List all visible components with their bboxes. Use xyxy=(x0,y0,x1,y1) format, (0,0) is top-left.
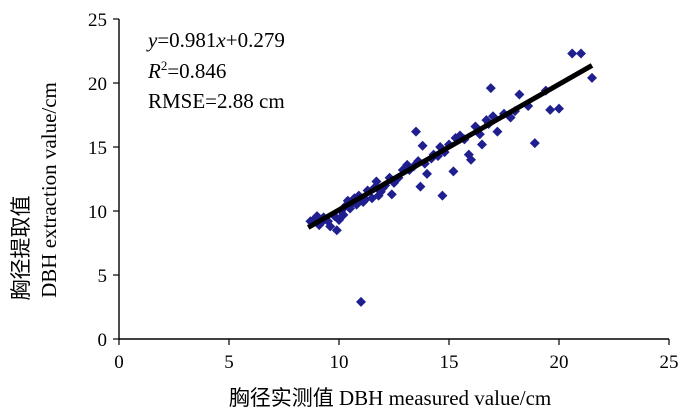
x-tick-label: 15 xyxy=(440,352,459,373)
data-point xyxy=(485,83,496,94)
data-point xyxy=(325,221,336,232)
x-tick-label: 25 xyxy=(660,352,679,373)
x-tick-label: 5 xyxy=(224,352,234,373)
data-point xyxy=(411,126,421,137)
data-point xyxy=(356,296,366,307)
data-point xyxy=(470,121,481,132)
fit-line xyxy=(306,63,594,230)
data-point xyxy=(331,225,342,236)
x-tick-label: 0 xyxy=(114,352,124,373)
data-point xyxy=(477,139,487,150)
data-point xyxy=(545,104,556,115)
y-tick-label: 5 xyxy=(98,266,108,287)
y-tick-label: 20 xyxy=(88,74,107,95)
rmse-annotation: RMSE=2.88 cm xyxy=(148,89,285,113)
equation-annotation: y=0.981x+0.279 xyxy=(146,28,285,52)
data-point xyxy=(554,103,564,114)
y-ticks: 0 5 10 15 20 25 xyxy=(88,10,119,351)
x-tick-label: 10 xyxy=(330,352,349,373)
axes: 0 5 10 15 20 25 0 5 10 15 20 25 xyxy=(88,10,679,373)
data-point xyxy=(417,140,428,151)
data-point xyxy=(587,72,597,83)
data-point xyxy=(422,168,432,179)
data-point xyxy=(514,89,525,100)
data-point xyxy=(576,48,586,59)
data-point xyxy=(466,154,476,165)
data-point xyxy=(338,209,349,220)
x-axis-title: 胸径实测值 DBH measured value/cm xyxy=(229,386,552,410)
x-tick-label: 20 xyxy=(550,352,569,373)
x-ticks: 0 5 10 15 20 25 xyxy=(114,339,679,373)
data-point xyxy=(492,126,503,137)
y-tick-label: 25 xyxy=(88,10,107,31)
y-axis-title-chinese: 胸径提取值 xyxy=(9,196,33,301)
y-tick-label: 15 xyxy=(88,138,107,159)
r-squared-annotation: R2=0.846 xyxy=(147,58,226,83)
data-point xyxy=(437,190,448,201)
data-point xyxy=(386,189,397,200)
data-point xyxy=(415,181,426,192)
data-point xyxy=(448,166,459,177)
y-tick-label: 0 xyxy=(98,330,108,351)
data-point xyxy=(371,176,382,187)
data-point xyxy=(529,138,540,149)
data-point xyxy=(567,48,578,59)
y-tick-label: 10 xyxy=(88,202,107,223)
y-axis-title-english: DBH extraction value/cm xyxy=(37,82,61,298)
